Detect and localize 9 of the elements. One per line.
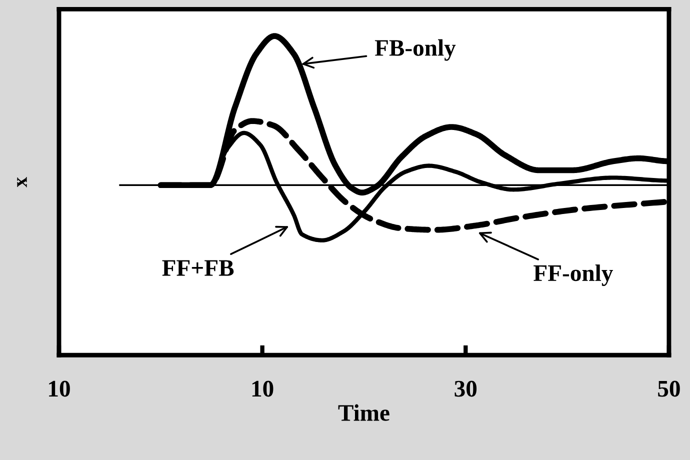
x-tick-label: 50 (658, 380, 680, 397)
text: FF+FB (162, 260, 234, 276)
x-tick-label: 10 (49, 380, 70, 397)
x-tick-label: 10 (252, 380, 274, 397)
annotation: FB-only (374, 39, 456, 61)
x-tick-label: 30 (454, 380, 477, 397)
x-axis-title: Time (338, 404, 390, 421)
text: FF-only (534, 264, 613, 286)
y-axis-title: x (17, 177, 27, 188)
